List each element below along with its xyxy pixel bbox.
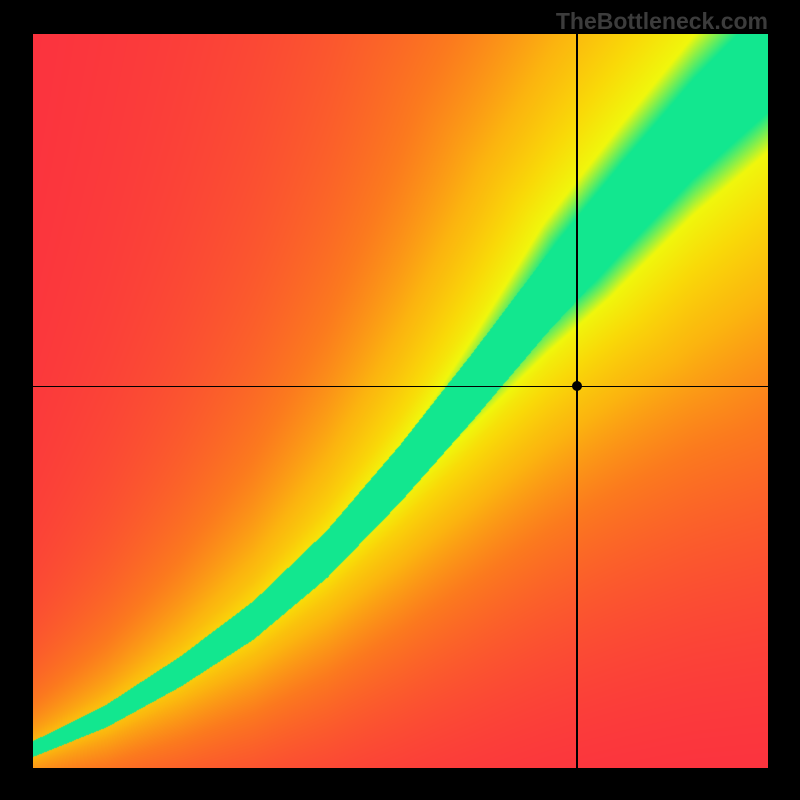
crosshair-vertical — [576, 34, 578, 768]
crosshair-horizontal — [33, 386, 768, 388]
heatmap-plot — [33, 34, 768, 768]
heatmap-canvas — [33, 34, 768, 768]
watermark-text: TheBottleneck.com — [556, 8, 768, 35]
crosshair-dot — [572, 381, 582, 391]
